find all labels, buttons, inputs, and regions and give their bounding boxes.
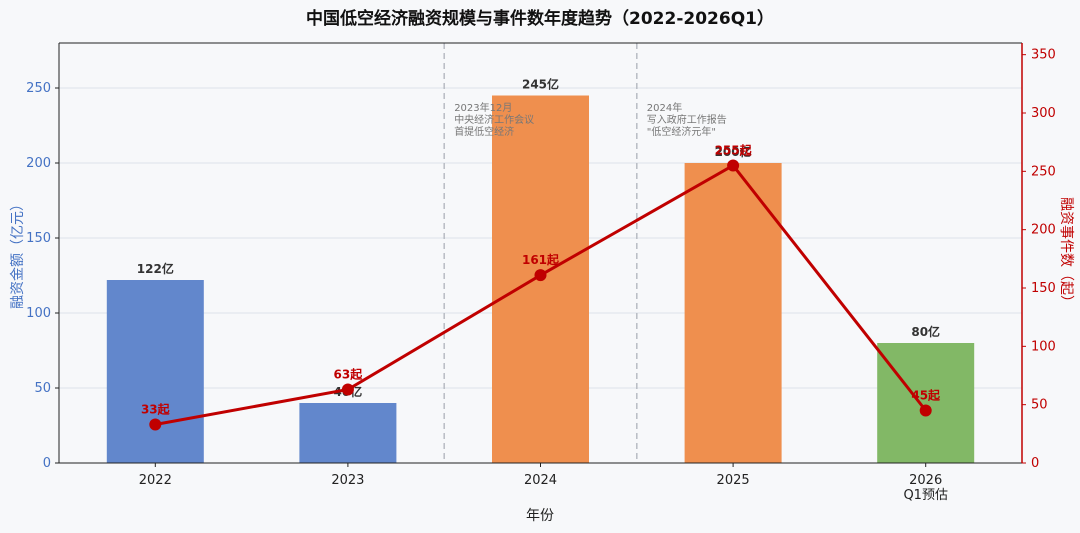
x-tick-label: 2022	[139, 473, 172, 488]
right-tick-label: 300	[1031, 106, 1056, 121]
x-tick-label-sub: Q1预估	[903, 488, 948, 503]
x-tick-label: 2026	[909, 473, 942, 488]
right-tick-label: 0	[1031, 456, 1039, 471]
left-tick-label: 100	[26, 306, 51, 321]
right-tick-label: 150	[1031, 281, 1056, 296]
bar-2023	[299, 403, 397, 463]
right-tick-label: 50	[1031, 398, 1048, 413]
line-point-2024	[534, 269, 547, 282]
annotation-text: 写入政府工作报告	[647, 113, 727, 126]
bar-value-label: 200亿	[715, 144, 752, 159]
line-point-label: 161起	[522, 252, 560, 267]
annotation-text: 首提低空经济	[454, 125, 514, 138]
line-point-2025	[727, 159, 740, 172]
y-axis-label-left: 融资金额（亿元）	[10, 197, 26, 309]
line-point-label: 33起	[141, 402, 171, 417]
bar-2025	[684, 163, 782, 463]
chart-title: 中国低空经济融资规模与事件数年度趋势（2022-2026Q1）	[306, 8, 774, 29]
bar-value-label: 122亿	[137, 261, 174, 276]
bar-2022	[106, 280, 204, 463]
line-point-label: 45起	[911, 388, 941, 403]
y-axis-label-right: 融资事件数（起）	[1058, 197, 1074, 309]
annotation-text: 2023年12月	[454, 101, 512, 114]
right-tick-label: 100	[1031, 339, 1056, 354]
left-tick-label: 50	[34, 381, 51, 396]
line-point-2026	[919, 404, 932, 417]
left-tick-label: 200	[26, 156, 51, 171]
bar-value-label: 245亿	[522, 77, 559, 92]
line-point-label: 255起	[715, 143, 753, 158]
right-tick-label: 350	[1031, 48, 1056, 63]
x-tick-label: 2023	[331, 473, 364, 488]
annotation-text: 2024年	[647, 101, 682, 114]
left-tick-label: 0	[43, 456, 51, 471]
right-tick-label: 200	[1031, 223, 1056, 238]
left-tick-label: 250	[26, 81, 51, 96]
line-point-2023	[341, 383, 354, 396]
x-tick-label: 2025	[717, 473, 750, 488]
bar-2026	[877, 343, 975, 463]
annotation-text: 中央经济工作会议	[454, 113, 534, 126]
annotation-text: "低空经济元年"	[647, 125, 716, 138]
line-point-label: 63起	[334, 367, 364, 382]
bar-value-label: 80亿	[911, 324, 940, 339]
x-axis-label: 年份	[526, 508, 554, 524]
right-tick-label: 250	[1031, 164, 1056, 179]
line-point-2022	[149, 418, 162, 431]
x-tick-label: 2024	[524, 473, 557, 488]
left-tick-label: 150	[26, 231, 51, 246]
